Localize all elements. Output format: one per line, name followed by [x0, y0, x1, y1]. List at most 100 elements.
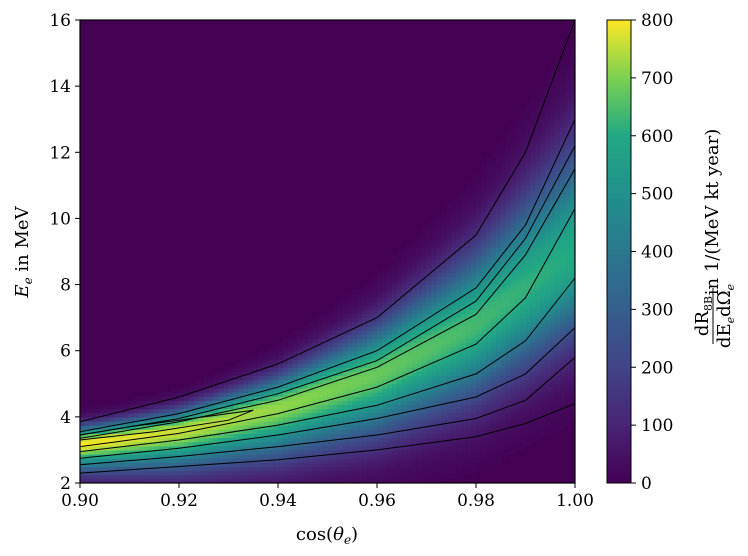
heatmap-cell	[411, 330, 418, 335]
heatmap-cell	[322, 408, 329, 414]
heatmap-cell	[461, 193, 467, 199]
heatmap-cell	[555, 131, 561, 137]
heatmap-cell	[342, 441, 348, 447]
heatmap-cell	[119, 449, 126, 455]
heatmap-cell	[431, 338, 437, 344]
heatmap-cell	[253, 358, 259, 364]
heatmap-cell	[278, 429, 284, 434]
heatmap-cell	[426, 470, 433, 476]
heatmap-cell	[436, 392, 442, 397]
heatmap-cell	[510, 433, 517, 439]
heatmap-cell	[401, 420, 408, 426]
heatmap-cell	[480, 177, 487, 182]
heatmap-cell	[431, 470, 437, 476]
heatmap-cell	[317, 350, 324, 356]
heatmap-cell	[525, 110, 532, 116]
heatmap-cell	[550, 346, 556, 352]
heatmap-cell	[149, 462, 155, 468]
heatmap-cell	[278, 354, 284, 360]
heatmap-cell	[565, 247, 571, 253]
heatmap-cell	[302, 425, 309, 430]
heatmap-cell	[139, 420, 145, 426]
heatmap-cell	[451, 197, 457, 203]
heatmap-cell	[119, 420, 126, 426]
heatmap-cell	[381, 272, 388, 277]
heatmap-cell	[362, 338, 368, 344]
heatmap-cell	[396, 387, 403, 393]
heatmap-cell	[268, 454, 274, 459]
heatmap-cell	[540, 230, 546, 236]
heatmap-cell	[570, 255, 575, 261]
heatmap-cell	[282, 429, 289, 434]
heatmap-cell	[352, 383, 358, 389]
heatmap-cell	[515, 268, 522, 273]
heatmap-cell	[476, 387, 482, 393]
heatmap-cell	[377, 338, 383, 344]
heatmap-cell	[485, 218, 492, 224]
heatmap-cell	[362, 367, 368, 372]
heatmap-cell	[218, 433, 225, 439]
heatmap-cell	[480, 433, 487, 439]
heatmap-cell	[525, 420, 532, 426]
heatmap-cell	[436, 416, 442, 422]
heatmap-cell	[545, 263, 551, 269]
heatmap-cell	[535, 197, 541, 203]
heatmap-cell	[327, 330, 334, 335]
heatmap-cell	[495, 458, 502, 463]
heatmap-cell	[287, 400, 294, 406]
heatmap-cell	[446, 375, 452, 381]
colorbar-tick-label: 100	[641, 416, 673, 436]
heatmap-cell	[273, 387, 279, 393]
heatmap-cell	[401, 425, 408, 430]
heatmap-cell	[446, 449, 452, 455]
heatmap-cell	[84, 408, 91, 414]
heatmap-cell	[307, 330, 314, 335]
heatmap-cell	[99, 404, 106, 410]
heatmap-cell	[515, 247, 522, 253]
heatmap-cell	[446, 263, 452, 269]
heatmap-cell	[545, 218, 551, 224]
heatmap-cell	[377, 330, 383, 335]
heatmap-cell	[258, 449, 264, 455]
heatmap-cell	[461, 433, 467, 439]
heatmap-cell	[381, 425, 388, 430]
heatmap-cell	[530, 346, 536, 352]
heatmap-cell	[188, 408, 195, 414]
heatmap-cell	[411, 392, 418, 397]
heatmap-cell	[510, 354, 517, 360]
heatmap-cell	[476, 400, 482, 406]
heatmap-cell	[258, 354, 264, 360]
heatmap-cell	[357, 367, 363, 372]
heatmap-cell	[570, 272, 575, 277]
heatmap-cell	[396, 309, 403, 315]
heatmap-cell	[426, 334, 433, 339]
heatmap-cell	[396, 338, 403, 344]
heatmap-cell	[520, 272, 527, 277]
heatmap-cell	[515, 181, 522, 186]
heatmap-cell	[525, 416, 532, 422]
heatmap-cell	[337, 437, 343, 443]
heatmap-cell	[570, 230, 575, 236]
heatmap-cell	[312, 425, 319, 430]
heatmap-cell	[525, 239, 532, 244]
heatmap-cell	[80, 474, 86, 480]
heatmap-cell	[540, 284, 546, 290]
heatmap-cell	[327, 317, 334, 323]
contour-line	[80, 327, 575, 459]
heatmap-cell	[109, 412, 116, 418]
heatmap-cell	[525, 160, 532, 166]
heatmap-cell	[461, 288, 467, 294]
heatmap-cell	[193, 470, 200, 476]
heatmap-cell	[396, 276, 403, 282]
heatmap-cell	[466, 280, 472, 286]
heatmap-cell	[530, 404, 536, 410]
heatmap-cell	[342, 371, 348, 377]
heatmap-cell	[352, 350, 358, 356]
heatmap-cell	[179, 462, 185, 468]
heatmap-cell	[164, 425, 170, 430]
heatmap-cell	[565, 280, 571, 286]
heatmap-cell	[490, 350, 497, 356]
heatmap-cell	[540, 412, 546, 418]
heatmap-cell	[287, 342, 294, 348]
heatmap-cell	[471, 230, 477, 236]
